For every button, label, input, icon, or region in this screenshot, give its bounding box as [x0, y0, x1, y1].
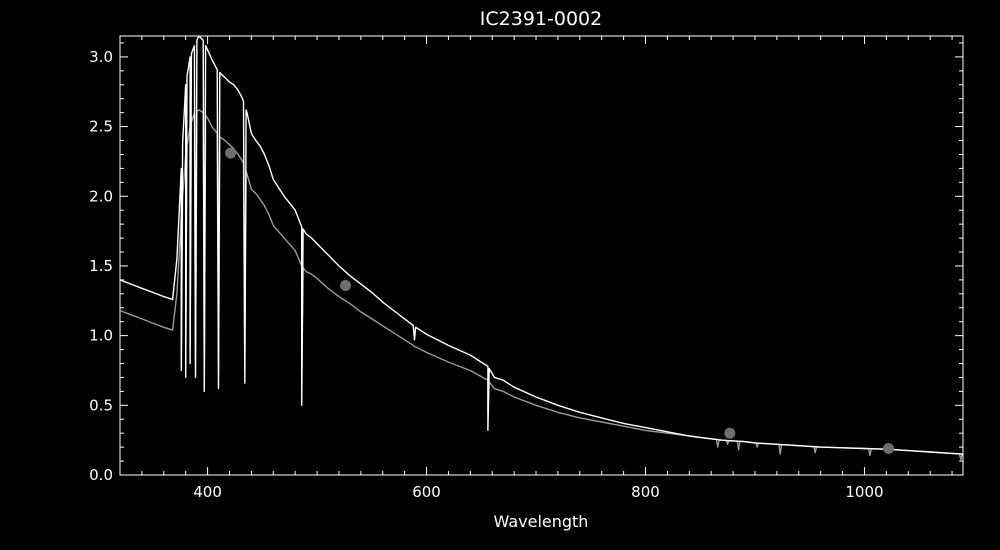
y-tick-label: 2.5 [89, 118, 113, 136]
photometry-marker [340, 279, 352, 291]
y-tick-label: 0.0 [89, 466, 113, 484]
spectrum-series-1 [119, 35, 964, 455]
y-tick-label: 2.0 [89, 187, 113, 205]
photometry-marker [883, 443, 895, 455]
photometry-marker [724, 427, 736, 439]
y-axis: 0.0 0.5 1.0 1.5 2.0 2.5 3.0 [89, 42, 963, 484]
plot-frame [119, 35, 964, 476]
photometry-marker [225, 147, 237, 159]
x-tick-label: 800 [631, 483, 660, 501]
series-layer [119, 35, 964, 461]
y-tick-label: 0.5 [89, 396, 113, 414]
x-axis-label: Wavelength [494, 512, 589, 531]
x-tick-label: 1000 [845, 483, 883, 501]
chart-title: IC2391-0002 [480, 8, 602, 30]
x-axis: 400 600 800 1000 [141, 36, 953, 501]
y-tick-label: 1.0 [89, 327, 113, 345]
y-tick-label: 3.0 [89, 48, 113, 66]
x-tick-label: 400 [193, 483, 222, 501]
x-tick-label: 600 [412, 483, 441, 501]
marker-layer [225, 147, 895, 455]
y-tick-label: 1.5 [89, 257, 113, 275]
